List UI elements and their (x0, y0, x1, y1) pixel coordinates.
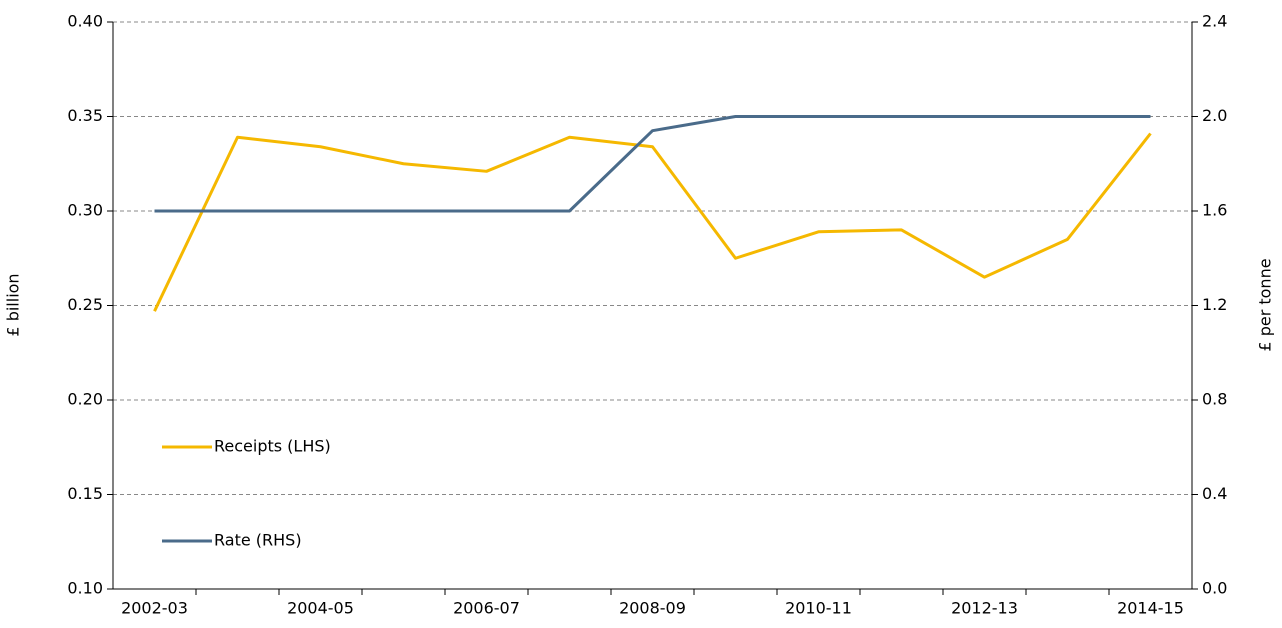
x-tick-label: 2004-05 (287, 599, 354, 618)
x-tick-label: 2012-13 (951, 599, 1018, 618)
y2-tick-label: 2.0 (1202, 106, 1227, 125)
x-tick-label: 2010-11 (785, 599, 852, 618)
x-tick-label: 2002-03 (121, 599, 188, 618)
x-tick-label: 2006-07 (453, 599, 520, 618)
line-series (153, 132, 1152, 312)
y-tick-label: 0.15 (67, 484, 103, 503)
y2-tick-label: 0.0 (1202, 579, 1227, 598)
y2-tick-label: 1.2 (1202, 295, 1227, 314)
x-tick-label: 2008-09 (619, 599, 686, 618)
y2-tick-label: 0.4 (1202, 484, 1227, 503)
y-tick-label: 0.20 (67, 390, 103, 409)
y2-tick-label: 0.8 (1202, 390, 1227, 409)
y2-tick-label: 1.6 (1202, 201, 1227, 220)
y-tick-label: 0.35 (67, 106, 103, 125)
y2-axis-label: £ per tonne (1256, 258, 1275, 351)
x-tick-label: 2014-15 (1117, 599, 1184, 618)
legend-label: Receipts (LHS) (214, 437, 331, 456)
y-tick-label: 0.30 (67, 201, 103, 220)
y-tick-label: 0.10 (67, 579, 103, 598)
y-tick-label: 0.40 (67, 12, 103, 31)
y-axis-label: £ billion (4, 273, 23, 336)
line-series (154, 115, 1151, 213)
y2-tick-label: 2.4 (1202, 12, 1227, 31)
legend-label: Rate (RHS) (214, 531, 302, 550)
y-tick-label: 0.25 (67, 295, 103, 314)
